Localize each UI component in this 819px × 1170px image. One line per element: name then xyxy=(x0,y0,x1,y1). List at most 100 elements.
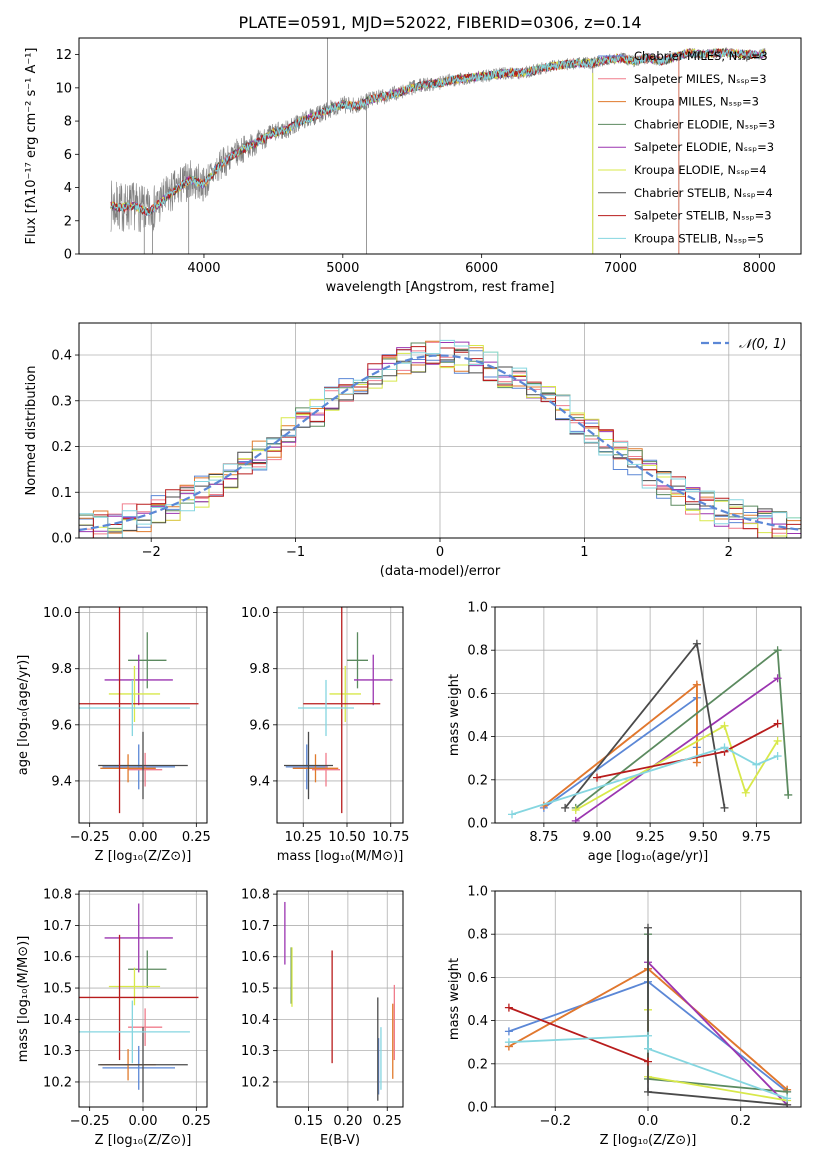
weight-line xyxy=(543,695,698,809)
y-tick-label: 10.0 xyxy=(43,606,72,621)
weight-series xyxy=(571,646,793,812)
legend-label: Chabrier MILES, Nₛₛₚ=3 xyxy=(634,49,768,63)
errorbar-point xyxy=(102,744,175,790)
histogram-series xyxy=(79,346,801,538)
y-tick-label: 4 xyxy=(64,181,72,196)
weight-line xyxy=(647,934,788,1093)
x-tick-label: 0.25 xyxy=(373,1114,402,1129)
errorbar-point xyxy=(285,744,328,790)
spectrum-plot-area xyxy=(110,38,767,254)
age-vs-Z-frame xyxy=(78,606,208,824)
y-tick-label: 10.6 xyxy=(241,950,270,965)
y-tick-label: 10.8 xyxy=(43,888,72,903)
errorbar-point xyxy=(312,752,340,787)
x-axis-label: E(B-V) xyxy=(320,1133,360,1148)
y-tick-label: 0.0 xyxy=(467,1101,488,1116)
weight-marker xyxy=(561,803,570,812)
y-tick-label: 6 xyxy=(64,148,72,163)
errorbar-point xyxy=(98,1027,188,1103)
x-tick-label: 7000 xyxy=(604,261,637,276)
weight-marker xyxy=(720,721,729,730)
model-fit-line xyxy=(110,48,767,217)
legend-label: Kroupa ELODIE, Nₛₛₚ=4 xyxy=(634,163,767,177)
weight-marker xyxy=(504,1027,513,1036)
y-tick-label: 9.6 xyxy=(249,718,270,733)
errorbar-point xyxy=(347,632,368,689)
weight-marker xyxy=(741,788,750,797)
y-axis-label: mass weight xyxy=(447,958,462,1040)
weight-series xyxy=(508,743,782,819)
y-axis-label: mass weight xyxy=(447,674,462,756)
weight-line xyxy=(508,1006,649,1063)
y-tick-label: 9.4 xyxy=(249,774,270,789)
y-tick-label: 1.0 xyxy=(467,601,488,616)
y-tick-label: 10.2 xyxy=(241,1075,270,1090)
y-tick-label: 10.7 xyxy=(43,919,72,934)
y-tick-label: 0 xyxy=(64,248,72,263)
x-tick-label: 0.00 xyxy=(129,1114,158,1129)
errorbar-point xyxy=(128,752,163,787)
legend-label: Salpeter ELODIE, Nₛₛₚ=3 xyxy=(634,140,774,154)
age-vs-mass-plot-area xyxy=(284,607,393,814)
errorbar-point xyxy=(104,654,173,706)
y-tick-label: 10.4 xyxy=(241,1013,270,1028)
y-tick-label: 12 xyxy=(55,48,72,63)
y-tick-label: 0.4 xyxy=(467,1014,488,1029)
age-vs-Z-plot-area xyxy=(79,607,199,814)
errorbar-point xyxy=(102,1045,175,1090)
y-tick-label: 10.2 xyxy=(43,1075,72,1090)
x-axis-label: (data-model)/error xyxy=(380,564,501,579)
y-tick-label: 9.8 xyxy=(51,662,72,677)
x-tick-label: 0 xyxy=(436,545,444,560)
weight-marker xyxy=(644,1057,652,1066)
weight-marker xyxy=(752,760,761,769)
x-tick-label: 1 xyxy=(580,545,588,560)
model-fit-line xyxy=(110,48,767,216)
errorbar-point xyxy=(79,607,199,814)
weight-line xyxy=(647,961,788,1106)
x-tick-label: 0.0 xyxy=(638,1114,659,1129)
legend-label: Kroupa MILES, Nₛₛₚ=3 xyxy=(634,95,759,109)
y-tick-label: 2 xyxy=(64,214,72,229)
errorbar-point xyxy=(108,665,161,723)
x-tick-label: −0.25 xyxy=(70,830,110,845)
spectrum-legend: Chabrier MILES, Nₛₛₚ=3 Salpeter MILES, Nₛ… xyxy=(598,49,775,245)
x-tick-label: 8.75 xyxy=(529,830,558,845)
weight-marker xyxy=(773,674,782,683)
weight-series xyxy=(504,1031,792,1103)
y-axis-label: mass [log₁₀(M/M⊙)] xyxy=(16,936,31,1063)
weight-series xyxy=(539,680,701,810)
legend-label: Kroupa STELIB, Nₛₛₚ=5 xyxy=(634,231,764,245)
age-vs-mass-axes: 10.25 10.50 10.75 9.4 9.6 9.8 10.0 mass [log₁₀(… xyxy=(241,606,409,864)
weight-marker xyxy=(504,1038,513,1047)
y-tick-label: 10.5 xyxy=(43,982,72,997)
errorbar-point xyxy=(284,731,333,800)
spectrum-axes: 4000 5000 6000 7000 8000 0 2 4 6 8 10 12 wavelength … xyxy=(24,13,776,295)
x-tick-label: 10.75 xyxy=(372,830,409,845)
residuals-frame xyxy=(78,322,802,539)
x-tick-label: 0.15 xyxy=(294,1114,323,1129)
y-tick-label: 1.0 xyxy=(467,885,488,900)
weight-line xyxy=(543,682,698,807)
age-vs-Z-axes: −0.25 0.00 0.25 9.4 9.6 9.8 10.0 Z [log₁₀(Z/Z⊙)… xyxy=(16,606,211,864)
normal-distribution-curve xyxy=(79,354,801,532)
weight-marker xyxy=(692,758,701,767)
x-tick-label: 4000 xyxy=(187,261,220,276)
weight-series xyxy=(571,674,782,823)
errorbar-point xyxy=(354,654,393,706)
errorbar-point xyxy=(108,967,161,1006)
errorbar-point xyxy=(298,679,354,737)
y-axis-label: Normed distribution xyxy=(24,366,39,496)
weight-series xyxy=(571,721,782,815)
x-axis-label: mass [log₁₀(M/M⊙)] xyxy=(277,849,404,864)
x-tick-label: 9.50 xyxy=(689,830,718,845)
residuals-axes: −2 −1 0 1 2 0.0 0.1 0.2 0.3 0.4 (data-model)/error… xyxy=(24,323,801,579)
x-axis-label: Z [log₁₀(Z/Z⊙)] xyxy=(600,1133,697,1148)
x-tick-label: 9.00 xyxy=(583,830,612,845)
weight-marker xyxy=(644,923,652,932)
errorbar-point xyxy=(79,1000,190,1064)
x-tick-label: 0.25 xyxy=(182,830,211,845)
y-tick-label: 10 xyxy=(55,81,72,96)
weight-marker xyxy=(720,743,729,752)
y-tick-label: 0.6 xyxy=(467,971,488,986)
